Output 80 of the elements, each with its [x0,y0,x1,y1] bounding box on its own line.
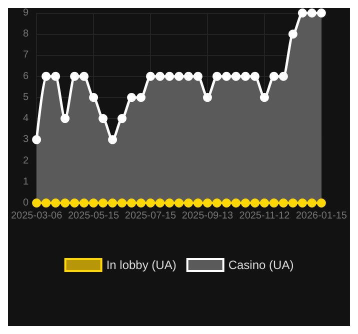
point [184,198,193,208]
y-tick-label: 5 [23,92,30,103]
point [42,72,51,81]
point [202,92,212,102]
point [212,72,222,81]
point [307,8,316,18]
point [316,198,326,208]
point [60,114,70,124]
point [298,8,307,18]
point [316,8,326,18]
point [51,72,60,81]
y-tick-label: 6 [23,70,30,82]
point [32,135,42,144]
x-tick-label: 2025-05-15 [68,210,120,222]
point [165,198,174,208]
point [118,198,127,208]
point [108,198,118,208]
point [127,198,136,208]
point [250,198,260,208]
y-tick-label: 8 [23,28,30,40]
x-tick-label: 2026-01-15 [296,210,348,222]
y-tick-label: 3 [23,134,30,146]
point [136,198,146,208]
x-tick-label: 2025-07-15 [124,210,177,222]
point [156,198,165,208]
point [51,198,60,208]
y-tick-label: 2 [23,155,30,166]
legend-label: Casino (UA) [228,258,294,272]
point [70,198,80,208]
x-tick-label: 2025-11-12 [239,210,290,222]
point [80,72,89,81]
x-tick-label: 2025-03-06 [11,210,63,222]
point [278,198,288,208]
point [60,198,70,208]
point [212,198,222,208]
point [194,198,202,208]
point [146,198,156,208]
point [202,198,212,208]
point [222,72,231,81]
point [307,198,316,208]
point [260,92,269,102]
point [136,92,146,102]
point [146,72,156,81]
point [278,72,288,81]
point [80,198,89,208]
point [231,72,240,81]
y-tick-label: 1 [23,176,30,188]
point [194,72,202,81]
point [70,72,80,81]
point [108,135,118,144]
point [298,198,307,208]
y-tick-label: 7 [23,50,30,61]
point [184,72,193,81]
y-tick-label: 4 [23,113,30,124]
x-tick-label: 2025-09-13 [182,210,234,222]
point [89,92,98,102]
point [240,198,250,208]
point [127,92,136,102]
point [288,30,298,39]
legend-label: In lobby (UA) [106,258,176,272]
point [156,72,165,81]
point [222,198,231,208]
y-tick-label: 0 [23,198,30,208]
point [42,198,51,208]
point [98,198,108,208]
point [174,72,184,81]
point [165,72,174,81]
y-tick-label: 9 [23,8,30,18]
point [174,198,184,208]
point [98,114,108,124]
point [260,198,269,208]
point [231,198,240,208]
point [118,114,127,124]
point [89,198,98,208]
point [269,198,278,208]
point [250,72,260,81]
point [32,198,42,208]
point [288,198,298,208]
point [269,72,278,81]
point [240,72,250,81]
